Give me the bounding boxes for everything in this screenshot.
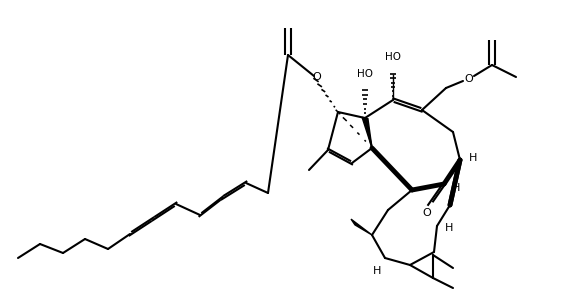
Text: O: O xyxy=(423,208,431,218)
Text: O: O xyxy=(465,74,473,84)
Text: HO: HO xyxy=(385,52,401,62)
Polygon shape xyxy=(362,117,372,148)
Text: HO: HO xyxy=(357,69,373,79)
Text: H: H xyxy=(452,183,460,193)
Text: H: H xyxy=(445,223,453,233)
Text: H: H xyxy=(373,266,381,276)
Polygon shape xyxy=(351,219,372,235)
Text: H: H xyxy=(469,153,477,163)
Text: O: O xyxy=(312,72,321,82)
